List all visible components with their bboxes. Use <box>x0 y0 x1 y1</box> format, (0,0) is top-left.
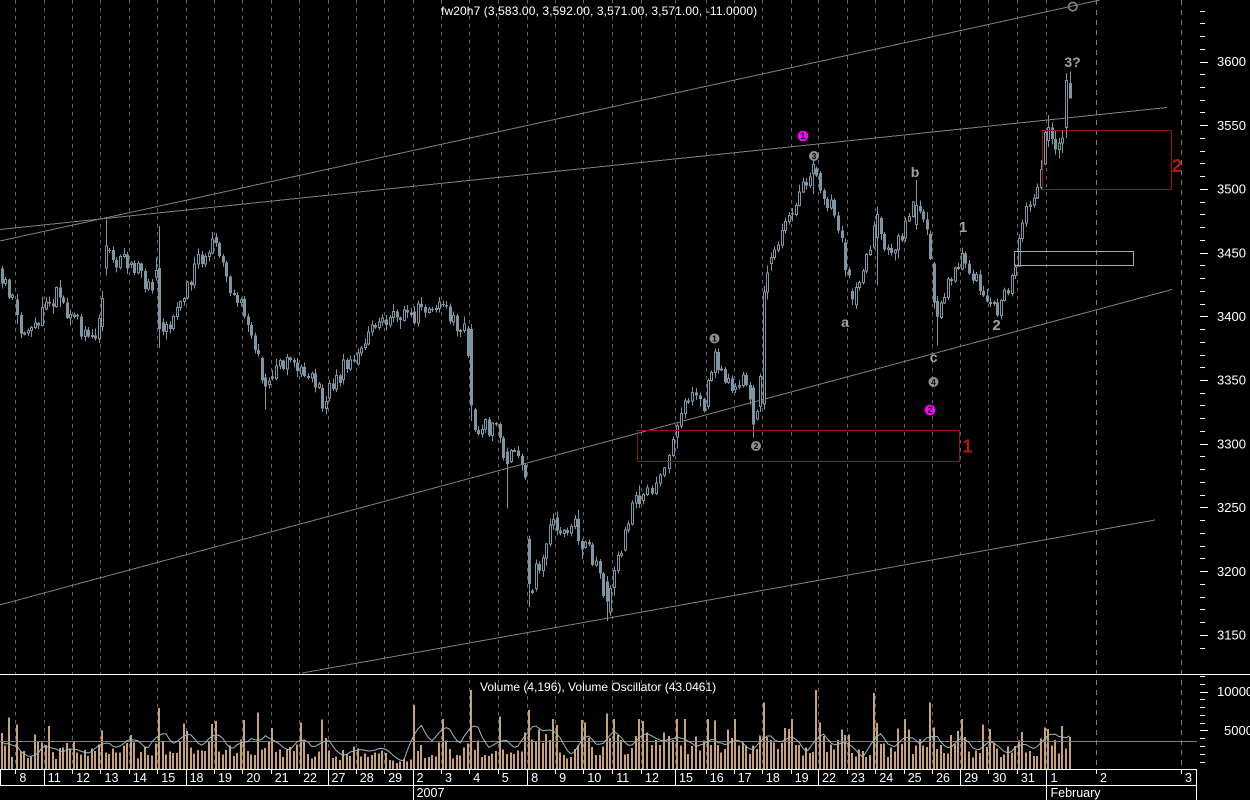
svg-text:3550: 3550 <box>1217 118 1246 133</box>
svg-text:21: 21 <box>275 771 289 785</box>
svg-text:2: 2 <box>754 441 759 451</box>
svg-text:a: a <box>841 314 849 330</box>
svg-text:3450: 3450 <box>1217 245 1246 260</box>
svg-text:13: 13 <box>105 771 119 785</box>
svg-text:25: 25 <box>908 771 922 785</box>
svg-text:3400: 3400 <box>1217 309 1246 324</box>
svg-text:February: February <box>1051 786 1102 800</box>
svg-text:3600: 3600 <box>1217 54 1246 69</box>
svg-text:31: 31 <box>1021 771 1035 785</box>
svg-text:29: 29 <box>388 771 402 785</box>
svg-text:22: 22 <box>303 771 317 785</box>
svg-text:3: 3 <box>1185 771 1192 785</box>
svg-text:14: 14 <box>133 771 147 785</box>
svg-text:2007: 2007 <box>417 786 445 800</box>
svg-text:8: 8 <box>531 771 538 785</box>
svg-text:26: 26 <box>936 771 950 785</box>
svg-text:23: 23 <box>851 771 865 785</box>
svg-text:2: 2 <box>992 317 1000 334</box>
svg-text:1: 1 <box>800 131 806 142</box>
svg-text:15: 15 <box>161 771 175 785</box>
svg-text:3500: 3500 <box>1217 182 1246 197</box>
svg-text:4: 4 <box>473 771 480 785</box>
svg-text:fw20h7 (3,583.00, 3,592.00, 3,: fw20h7 (3,583.00, 3,592.00, 3,571.00, 3,… <box>441 4 757 18</box>
svg-text:3150: 3150 <box>1217 628 1246 643</box>
svg-text:b: b <box>911 164 920 180</box>
svg-text:3: 3 <box>445 771 452 785</box>
svg-text:16: 16 <box>710 771 724 785</box>
svg-text:29: 29 <box>964 771 978 785</box>
svg-text:27: 27 <box>332 771 346 785</box>
svg-text:22: 22 <box>822 771 836 785</box>
svg-text:2: 2 <box>417 771 424 785</box>
svg-text:19: 19 <box>218 771 232 785</box>
svg-text:3?: 3? <box>1064 54 1080 70</box>
svg-text:3: 3 <box>812 151 817 161</box>
svg-text:12: 12 <box>76 771 90 785</box>
svg-text:30: 30 <box>992 771 1006 785</box>
svg-text:20: 20 <box>246 771 260 785</box>
svg-text:5000: 5000 <box>1224 723 1250 738</box>
svg-text:9: 9 <box>559 771 566 785</box>
svg-text:17: 17 <box>738 771 752 785</box>
svg-text:1: 1 <box>712 334 717 344</box>
svg-text:3250: 3250 <box>1217 500 1246 515</box>
svg-text:11: 11 <box>48 771 61 785</box>
svg-text:2: 2 <box>1100 771 1107 785</box>
svg-text:5: 5 <box>502 771 509 785</box>
svg-text:10: 10 <box>587 771 601 785</box>
svg-text:28: 28 <box>360 771 374 785</box>
svg-text:Volume (4,196), Volume Oscilla: Volume (4,196), Volume Oscillator (43.04… <box>480 680 716 694</box>
svg-text:10000: 10000 <box>1217 684 1250 699</box>
svg-text:19: 19 <box>795 771 809 785</box>
svg-text:1: 1 <box>1051 771 1058 785</box>
svg-text:1: 1 <box>959 219 967 236</box>
svg-text:3200: 3200 <box>1217 564 1246 579</box>
svg-text:3350: 3350 <box>1217 373 1246 388</box>
svg-text:24: 24 <box>879 771 893 785</box>
svg-text:11: 11 <box>616 771 629 785</box>
svg-text:1: 1 <box>962 436 972 457</box>
svg-text:2: 2 <box>1172 155 1182 176</box>
svg-text:2: 2 <box>927 405 932 416</box>
svg-text:12: 12 <box>645 771 659 785</box>
svg-text:3300: 3300 <box>1217 436 1246 451</box>
svg-text:18: 18 <box>766 771 780 785</box>
svg-text:15: 15 <box>679 771 693 785</box>
svg-text:c: c <box>930 349 938 365</box>
svg-text:4: 4 <box>931 377 936 387</box>
svg-text:8: 8 <box>19 771 26 785</box>
svg-text:18: 18 <box>190 771 204 785</box>
